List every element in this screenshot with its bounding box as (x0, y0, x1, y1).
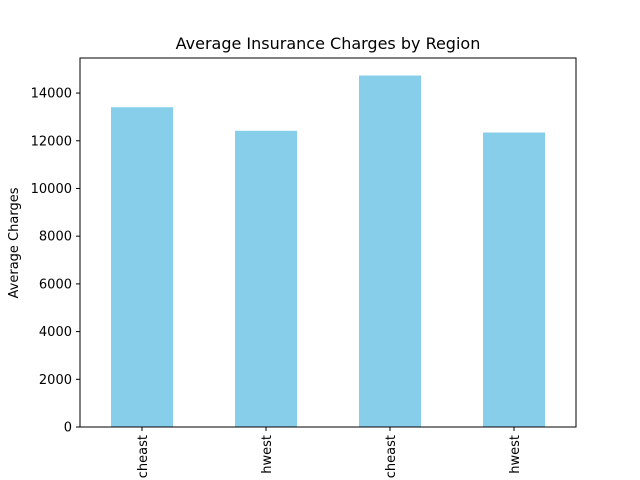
y-axis-label: Average Charges (7, 187, 22, 298)
bar-southeast (359, 75, 421, 427)
bar-southwest (483, 132, 545, 427)
y-axis-ticks: 0 2000 4000 6000 8000 10000 12000 14000 (31, 87, 80, 436)
bar-northwest (235, 130, 297, 427)
x-axis-ticks: cheast hwest cheast hwest (136, 427, 523, 478)
y-tick-label-12000: 12000 (31, 134, 72, 149)
bars-layer (111, 75, 545, 427)
x-tick-label-northeast: cheast (136, 435, 151, 478)
y-tick-label-6000: 6000 (39, 277, 72, 292)
bar-northeast (111, 107, 173, 427)
y-tick-label-10000: 10000 (31, 182, 72, 197)
x-tick-label-northwest: hwest (260, 435, 275, 474)
y-tick-label-0: 0 (64, 421, 72, 436)
y-tick-label-14000: 14000 (31, 87, 72, 102)
x-tick-label-southwest: hwest (508, 435, 523, 474)
plot-frame (79, 57, 577, 428)
y-tick-label-2000: 2000 (39, 373, 72, 388)
chart-title: Average Insurance Charges by Region (176, 34, 481, 53)
x-tick-label-southeast: cheast (384, 435, 399, 478)
y-tick-label-8000: 8000 (39, 230, 72, 245)
y-tick-label-4000: 4000 (39, 325, 72, 340)
